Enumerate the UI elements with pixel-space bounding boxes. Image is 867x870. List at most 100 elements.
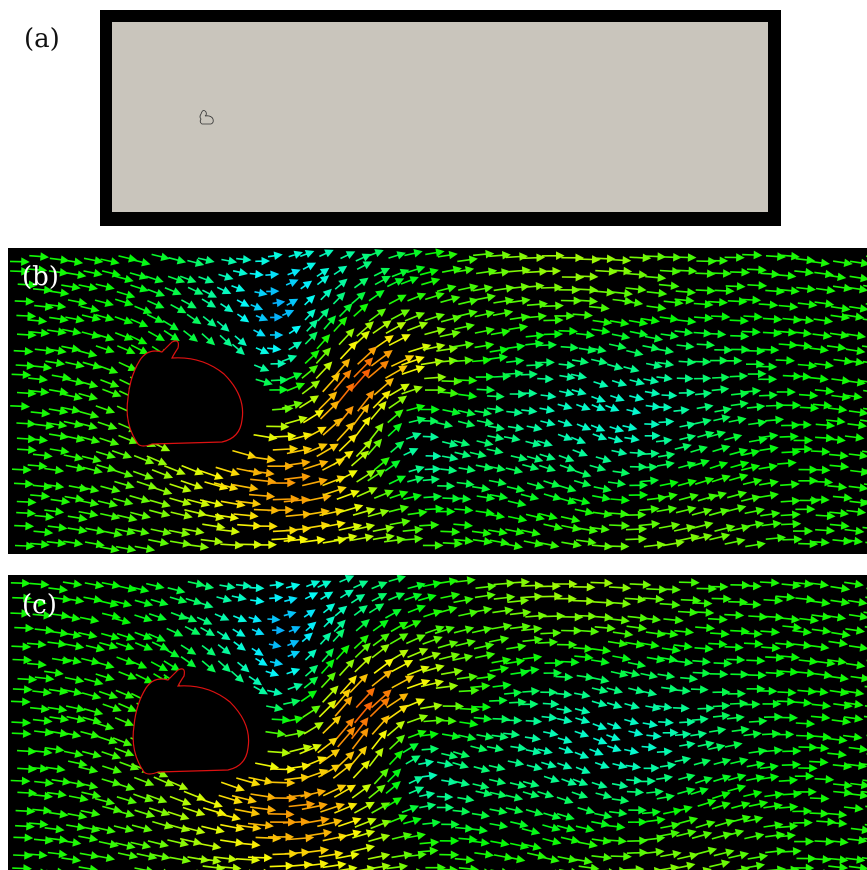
arrow [577, 806, 596, 815]
arrow [417, 593, 437, 602]
arrow [369, 697, 390, 718]
arrow [690, 685, 709, 694]
arrow [47, 523, 68, 532]
arrow [606, 362, 624, 371]
arrow [49, 446, 70, 456]
arrow [781, 580, 802, 590]
arrow [220, 823, 245, 833]
arrow [561, 777, 577, 786]
arrow [390, 355, 415, 368]
arrow [267, 748, 291, 757]
arrow [659, 829, 680, 839]
arrow [474, 341, 495, 350]
arrow [114, 716, 135, 727]
arrow [181, 299, 197, 309]
arrow [594, 811, 613, 820]
arrow [488, 268, 511, 277]
arrow [68, 794, 89, 803]
arrow [146, 581, 165, 591]
arrow [760, 345, 780, 355]
arrow [525, 512, 546, 522]
arrow [84, 677, 104, 686]
arrow [610, 669, 629, 678]
arrow [678, 578, 700, 587]
arrow [680, 674, 699, 683]
arrow [422, 541, 444, 550]
arrow [842, 392, 863, 401]
arrow [712, 373, 730, 382]
arrow [196, 616, 213, 625]
arrow [848, 643, 867, 652]
arrow [628, 728, 644, 737]
arrow [298, 395, 319, 409]
arrow [626, 776, 643, 785]
arrow [694, 417, 712, 426]
arrow [95, 661, 115, 670]
arrow [281, 400, 303, 409]
arrow [62, 656, 82, 665]
arrow [629, 580, 652, 589]
arrow [730, 670, 750, 679]
arrow [658, 629, 679, 639]
arrow [391, 832, 413, 841]
arrow [32, 451, 53, 460]
arrow [116, 345, 136, 355]
arrow [556, 812, 575, 821]
arrow [538, 266, 562, 276]
arrow [316, 267, 330, 278]
arrow [523, 539, 544, 548]
arrow [661, 684, 679, 693]
arrow [46, 301, 67, 311]
arrow [102, 388, 122, 398]
arrow [576, 285, 599, 295]
arrow [628, 318, 649, 327]
arrow [673, 804, 693, 814]
arrow [452, 356, 474, 365]
arrow [388, 734, 406, 750]
arrow [354, 655, 372, 673]
arrow [322, 784, 347, 797]
arrow [629, 481, 649, 490]
arrow [740, 463, 761, 472]
arrow [779, 432, 799, 441]
arrow [862, 318, 867, 321]
arrow [27, 316, 48, 326]
arrow [299, 743, 322, 755]
arrow [626, 623, 648, 633]
arrow [421, 416, 439, 426]
arrow [453, 595, 474, 605]
arrow [792, 420, 812, 429]
arrow [353, 634, 369, 650]
arrow [371, 581, 388, 590]
arrow [386, 720, 405, 737]
arrow [34, 421, 55, 430]
arrow [317, 580, 332, 589]
arrow [407, 292, 427, 302]
arrow [506, 642, 527, 652]
arrow [509, 780, 527, 790]
arrow [557, 432, 573, 442]
arrow [656, 773, 674, 783]
arrow [220, 499, 246, 509]
arrow [64, 641, 85, 651]
arrow [81, 657, 101, 666]
arrow [435, 507, 456, 516]
arrow [303, 846, 330, 855]
arrow [48, 431, 69, 441]
arrow [64, 675, 85, 685]
arrow [385, 781, 401, 795]
arrow [591, 780, 608, 789]
arrow [250, 596, 265, 606]
arrow [692, 657, 711, 666]
arrow [558, 496, 577, 505]
arrow [269, 385, 289, 395]
arrow [709, 461, 729, 470]
arrow [797, 787, 817, 797]
arrow [371, 669, 393, 687]
arrow [10, 697, 31, 707]
arrow [338, 659, 355, 677]
arrow [338, 433, 358, 452]
arrow [537, 746, 553, 756]
arrow [333, 688, 351, 709]
